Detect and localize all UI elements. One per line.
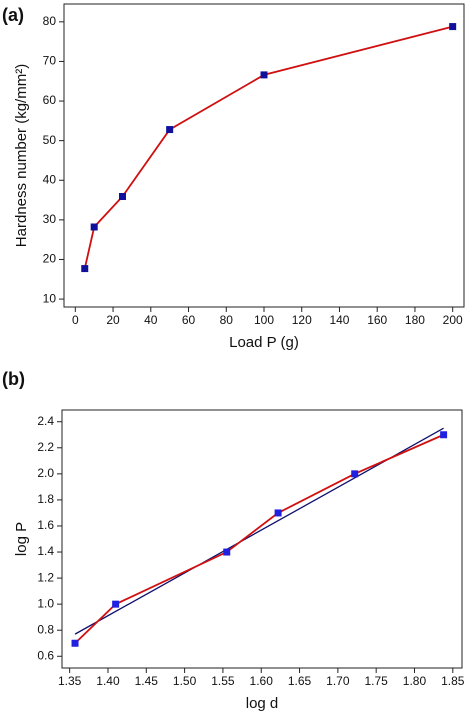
y-tick-label: 0.8 bbox=[37, 622, 54, 636]
data-point bbox=[274, 509, 282, 517]
data-point bbox=[351, 470, 359, 478]
x-tick-label: 1.80 bbox=[403, 674, 427, 688]
y-tick-label: 2.0 bbox=[37, 466, 54, 480]
y-tick-label: 30 bbox=[43, 212, 57, 226]
x-tick-label: 40 bbox=[144, 313, 158, 327]
data-point bbox=[223, 548, 231, 556]
x-tick-label: 120 bbox=[292, 313, 312, 327]
y-tick-label: 2.2 bbox=[37, 440, 54, 454]
y-axis-title: log P bbox=[13, 522, 30, 556]
x-tick-label: 1.35 bbox=[58, 674, 82, 688]
x-axis-title: Load P (g) bbox=[229, 334, 299, 351]
x-tick-label: 1.65 bbox=[288, 674, 312, 688]
y-tick-label: 0.6 bbox=[37, 648, 54, 662]
x-tick-label: 1.85 bbox=[441, 674, 465, 688]
x-tick-label: 60 bbox=[182, 313, 196, 327]
y-tick-label: 1.8 bbox=[37, 492, 54, 506]
plot-frame bbox=[61, 409, 463, 669]
data-point bbox=[112, 600, 120, 608]
y-axis-title: Hardness number (kg/mm²) bbox=[13, 64, 30, 247]
x-tick-label: 160 bbox=[367, 313, 387, 327]
y-tick-label: 70 bbox=[43, 54, 57, 68]
y-tick-label: 10 bbox=[43, 291, 57, 305]
data-point bbox=[166, 126, 174, 134]
panel-label: (b) bbox=[2, 369, 25, 389]
y-tick-label: 1.4 bbox=[37, 544, 54, 558]
x-tick-label: 20 bbox=[106, 313, 120, 327]
x-tick-label: 1.45 bbox=[135, 674, 159, 688]
x-tick-label: 0 bbox=[72, 313, 79, 327]
data-point bbox=[118, 192, 126, 200]
y-tick-label: 2.4 bbox=[37, 414, 54, 428]
x-tick-label: 1.40 bbox=[96, 674, 120, 688]
y-tick-label: 40 bbox=[43, 172, 57, 186]
y-tick-label: 50 bbox=[43, 133, 57, 147]
data-point bbox=[449, 23, 457, 31]
y-tick-label: 20 bbox=[43, 252, 57, 266]
data-point bbox=[81, 265, 89, 273]
y-tick-label: 1.6 bbox=[37, 518, 54, 532]
x-tick-label: 1.70 bbox=[326, 674, 350, 688]
x-tick-label: 1.55 bbox=[211, 674, 235, 688]
y-tick-label: 60 bbox=[43, 93, 57, 107]
plot-frame bbox=[63, 3, 465, 308]
y-tick-label: 1.0 bbox=[37, 596, 54, 610]
x-tick-label: 1.75 bbox=[364, 674, 388, 688]
panel-label: (a) bbox=[2, 5, 24, 25]
y-tick-label: 1.2 bbox=[37, 570, 54, 584]
x-tick-label: 80 bbox=[220, 313, 234, 327]
x-tick-label: 100 bbox=[254, 313, 274, 327]
series-line bbox=[83, 25, 453, 269]
data-point bbox=[71, 639, 79, 647]
data-point bbox=[440, 431, 448, 439]
data-point bbox=[90, 223, 98, 231]
x-tick-label: 200 bbox=[443, 313, 463, 327]
series-line bbox=[74, 433, 444, 644]
x-tick-label: 140 bbox=[329, 313, 349, 327]
x-axis-title: log d bbox=[246, 695, 279, 712]
x-tick-label: 180 bbox=[405, 313, 425, 327]
y-tick-label: 80 bbox=[43, 14, 57, 28]
x-tick-label: 1.60 bbox=[250, 674, 274, 688]
x-tick-label: 1.50 bbox=[173, 674, 197, 688]
data-point bbox=[260, 71, 268, 79]
